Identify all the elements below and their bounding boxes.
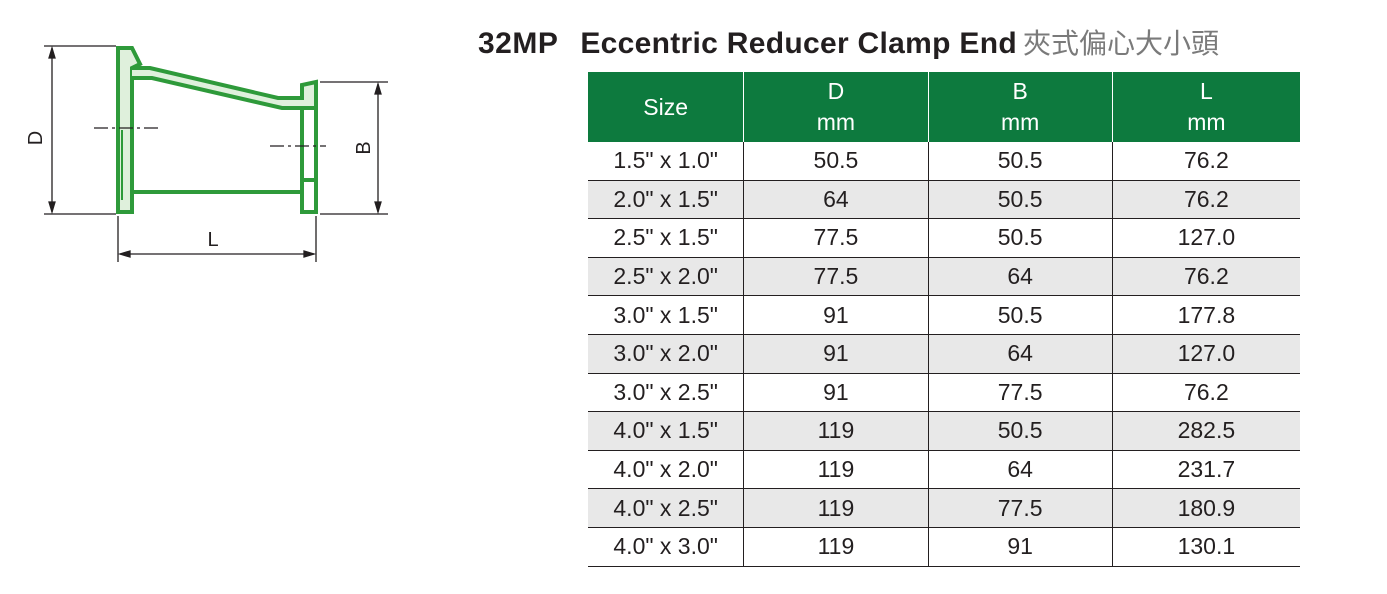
cell-l: 127.0 xyxy=(1111,334,1300,374)
cell-l: 76.2 xyxy=(1111,373,1300,413)
cell-d: 77.5 xyxy=(743,218,929,258)
table-row: 3.0" x 2.5" 91 77.5 76.2 xyxy=(588,373,1300,413)
cell-b: 50.5 xyxy=(927,411,1113,451)
cell-l: 231.7 xyxy=(1111,450,1300,490)
cell-b: 50.5 xyxy=(927,180,1113,220)
cell-size: 2.5" x 2.0" xyxy=(588,257,744,297)
cell-b: 50.5 xyxy=(927,142,1113,181)
cell-d: 91 xyxy=(743,295,929,335)
cell-b: 64 xyxy=(927,450,1113,490)
cell-b: 64 xyxy=(927,334,1113,374)
cell-size: 4.0" x 1.5" xyxy=(588,411,744,451)
cell-size: 2.0" x 1.5" xyxy=(588,180,744,220)
table-row: 4.0" x 3.0" 119 91 130.1 xyxy=(588,527,1300,567)
cell-d: 77.5 xyxy=(743,257,929,297)
cell-size: 1.5" x 1.0" xyxy=(588,142,744,181)
cell-l: 76.2 xyxy=(1111,180,1300,220)
cell-l: 282.5 xyxy=(1111,411,1300,451)
cell-l: 76.2 xyxy=(1111,257,1300,297)
table-row: 2.5" x 1.5" 77.5 50.5 127.0 xyxy=(588,218,1300,258)
table-row: 3.0" x 1.5" 91 50.5 177.8 xyxy=(588,295,1300,335)
table-row: 4.0" x 1.5" 119 50.5 282.5 xyxy=(588,411,1300,451)
cell-size: 4.0" x 2.0" xyxy=(588,450,744,490)
cell-l: 130.1 xyxy=(1111,527,1300,567)
reducer-drawing: D B L xyxy=(20,30,400,280)
dimension-d-label: D xyxy=(25,131,47,145)
cell-l: 177.8 xyxy=(1111,295,1300,335)
cell-size: 4.0" x 2.5" xyxy=(588,488,744,528)
table-row: 1.5" x 1.0" 50.5 50.5 76.2 xyxy=(588,142,1300,181)
header-size: Size xyxy=(588,72,744,142)
cell-b: 77.5 xyxy=(927,488,1113,528)
cell-b: 50.5 xyxy=(927,295,1113,335)
cell-l: 76.2 xyxy=(1111,142,1300,181)
cell-d: 119 xyxy=(743,450,929,490)
product-name-cjk: 夾式偏心大小頭 xyxy=(1022,27,1219,60)
cell-l: 180.9 xyxy=(1111,488,1300,528)
cell-d: 119 xyxy=(743,411,929,451)
cell-d: 119 xyxy=(743,527,929,567)
table-row: 4.0" x 2.0" 119 64 231.7 xyxy=(588,450,1300,490)
cell-size: 3.0" x 2.5" xyxy=(588,373,744,413)
product-name: Eccentric Reducer Clamp End xyxy=(580,27,1017,60)
cell-d: 50.5 xyxy=(743,142,929,181)
cell-d: 64 xyxy=(743,180,929,220)
cell-l: 127.0 xyxy=(1111,218,1300,258)
table-row: 3.0" x 2.0" 91 64 127.0 xyxy=(588,334,1300,374)
cell-b: 50.5 xyxy=(927,218,1113,258)
cell-size: 3.0" x 1.5" xyxy=(588,295,744,335)
cell-b: 64 xyxy=(927,257,1113,297)
cell-d: 91 xyxy=(743,334,929,374)
fitting-body xyxy=(116,46,318,214)
cell-d: 119 xyxy=(743,488,929,528)
cell-size: 2.5" x 1.5" xyxy=(588,218,744,258)
cell-size: 3.0" x 2.0" xyxy=(588,334,744,374)
reducer-diagram-svg: D B L xyxy=(25,45,388,262)
table-row: 4.0" x 2.5" 119 77.5 180.9 xyxy=(588,488,1300,528)
dimension-b-label: B xyxy=(353,141,375,154)
cell-b: 91 xyxy=(927,527,1113,567)
table-row: 2.5" x 2.0" 77.5 64 76.2 xyxy=(588,257,1300,297)
product-title: 32MP Eccentric Reducer Clamp End 夾式偏心大小頭 xyxy=(478,24,1219,64)
cell-d: 91 xyxy=(743,373,929,413)
dimension-lines xyxy=(44,45,388,262)
dimension-l-label: L xyxy=(207,229,218,251)
table-row: 2.0" x 1.5" 64 50.5 76.2 xyxy=(588,180,1300,220)
product-code: 32MP xyxy=(478,27,559,60)
cell-size: 4.0" x 3.0" xyxy=(588,527,744,567)
cell-b: 77.5 xyxy=(927,373,1113,413)
